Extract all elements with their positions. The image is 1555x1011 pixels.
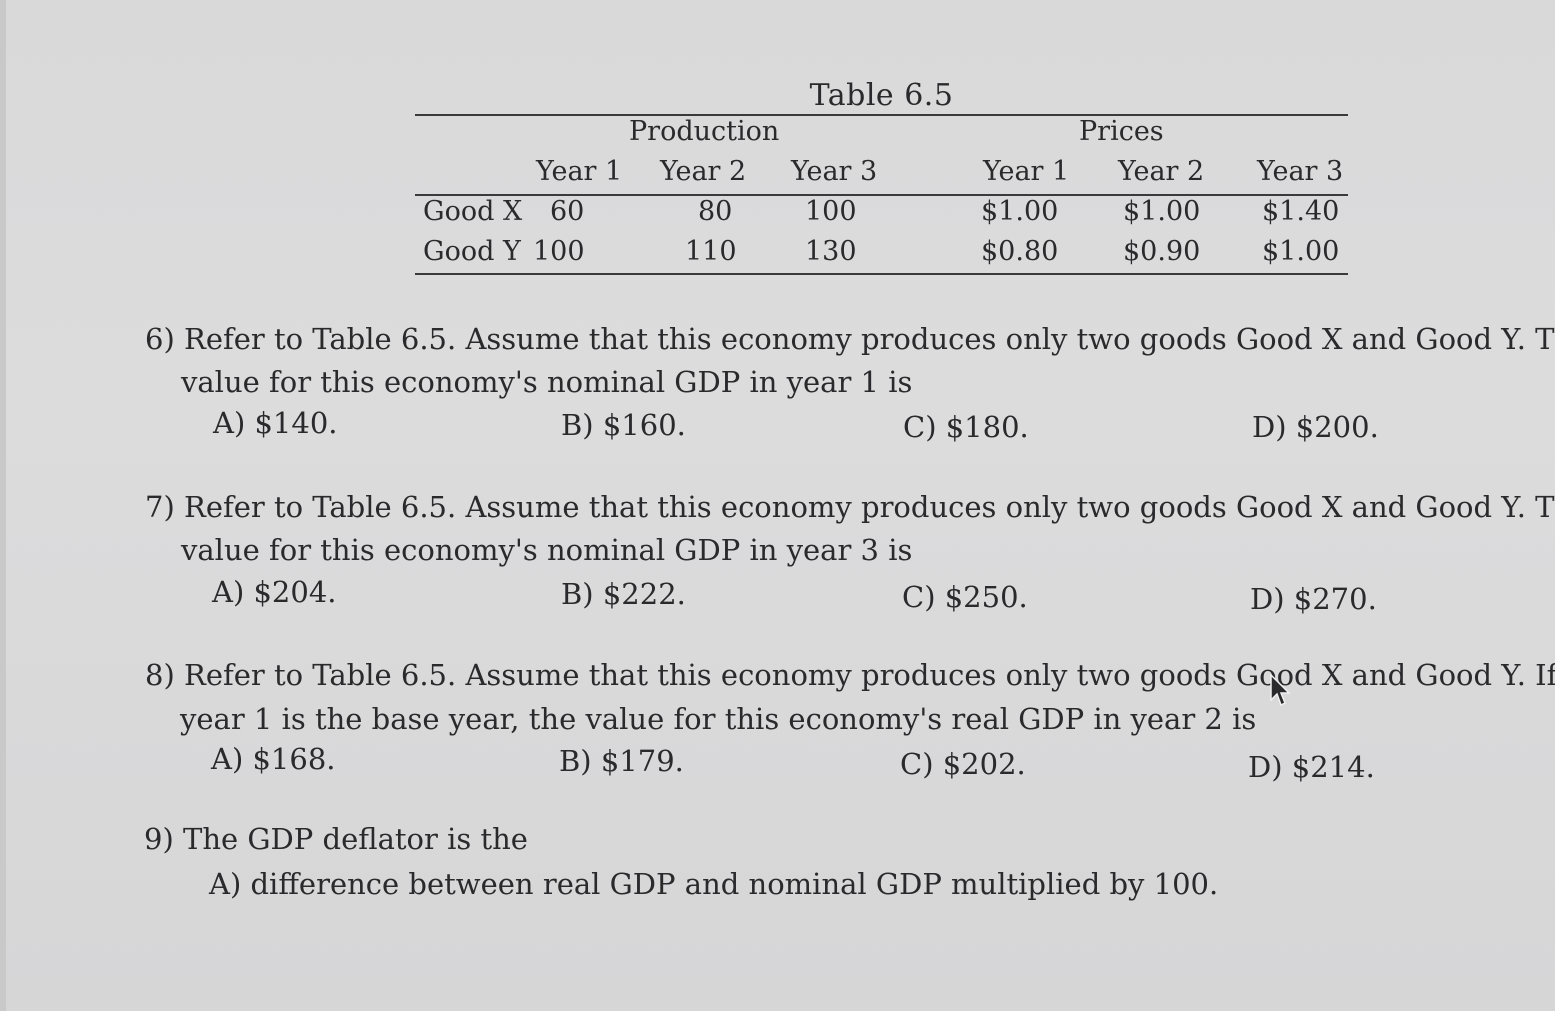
table-cell: $0.80 bbox=[981, 236, 1059, 267]
year-header: Year 1 bbox=[536, 156, 623, 187]
year-header: Year 2 bbox=[660, 156, 747, 187]
production-header: Production bbox=[629, 116, 780, 147]
year-header: Year 2 bbox=[1118, 156, 1205, 187]
question-text: 8) Refer to Table 6.5. Assume that this … bbox=[145, 658, 1555, 692]
answer-option: B) $222. bbox=[561, 577, 686, 611]
question-text: 7) Refer to Table 6.5. Assume that this … bbox=[145, 490, 1555, 524]
table-cell: $1.00 bbox=[1262, 236, 1340, 267]
table-6-5: Table 6.5 Production Prices Year 1 Year … bbox=[415, 78, 1348, 275]
answer-option: B) $160. bbox=[561, 408, 686, 442]
table-bottom-rule bbox=[415, 273, 1348, 275]
page-edge bbox=[0, 0, 6, 1011]
table-cell: 60 bbox=[550, 196, 585, 227]
table-cell: 100 bbox=[805, 196, 857, 227]
answer-option: D) $270. bbox=[1250, 582, 1377, 616]
year-header: Year 1 bbox=[983, 156, 1070, 187]
table-cell: 130 bbox=[805, 236, 857, 267]
question-text: year 1 is the base year, the value for t… bbox=[180, 702, 1257, 736]
table-cell: $1.00 bbox=[981, 196, 1059, 227]
mouse-pointer-icon bbox=[1270, 673, 1292, 712]
question-text: 9) The GDP deflator is the bbox=[144, 822, 528, 856]
question-text: value for this economy's nominal GDP in … bbox=[181, 365, 913, 399]
answer-option: A) difference between real GDP and nomin… bbox=[209, 867, 1219, 901]
answer-option: A) $140. bbox=[213, 406, 338, 440]
table-cell: $1.40 bbox=[1262, 196, 1340, 227]
table-title: Table 6.5 bbox=[809, 78, 954, 113]
answer-option: D) $214. bbox=[1248, 750, 1375, 784]
answer-option: A) $204. bbox=[212, 575, 337, 609]
question-text: value for this economy's nominal GDP in … bbox=[181, 533, 913, 567]
table-cell: $1.00 bbox=[1123, 196, 1201, 227]
answer-option: C) $202. bbox=[900, 747, 1026, 781]
row-label: Good X bbox=[423, 196, 523, 227]
answer-option: C) $250. bbox=[902, 580, 1028, 614]
table-cell: 80 bbox=[698, 196, 733, 227]
answer-option: D) $200. bbox=[1252, 410, 1379, 444]
table-cell: 100 bbox=[533, 236, 585, 267]
year-header: Year 3 bbox=[1257, 156, 1344, 187]
answer-option: A) $168. bbox=[211, 742, 336, 776]
row-label: Good Y bbox=[423, 236, 521, 267]
table-cell: $0.90 bbox=[1123, 236, 1201, 267]
year-header: Year 3 bbox=[791, 156, 878, 187]
table-top-rule bbox=[415, 114, 1348, 116]
prices-header: Prices bbox=[1079, 116, 1164, 147]
answer-option: C) $180. bbox=[903, 410, 1029, 444]
question-text: 6) Refer to Table 6.5. Assume that this … bbox=[145, 322, 1555, 356]
table-header-rule bbox=[415, 194, 1348, 196]
table-cell: 110 bbox=[685, 236, 737, 267]
answer-option: B) $179. bbox=[559, 744, 684, 778]
